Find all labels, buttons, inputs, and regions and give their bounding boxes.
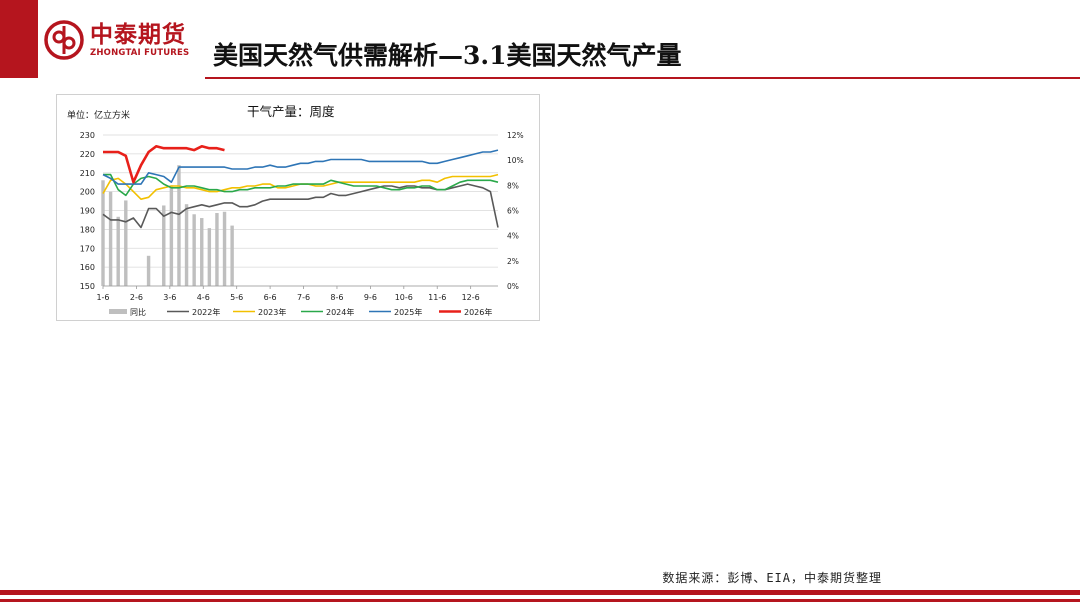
yoy-bar [116, 216, 120, 286]
y2-tick-label: 8% [507, 181, 519, 190]
y2-tick-label: 10% [507, 156, 524, 165]
legend-item: 2026年 [439, 307, 492, 317]
y-tick-label: 170 [80, 244, 95, 253]
yoy-bar [162, 205, 166, 286]
yoy-bar [200, 218, 204, 286]
legend-label: 同比 [130, 307, 146, 317]
yoy-bar [177, 165, 181, 286]
x-tick-label: 5-6 [230, 293, 243, 302]
series-line-2024年 [103, 173, 499, 197]
y-tick-label: 200 [80, 188, 95, 197]
yoy-bar [124, 200, 128, 286]
logo-emblem-icon [44, 20, 84, 60]
footer-rule-top [0, 590, 1080, 595]
series-line-2022年 [102, 183, 499, 229]
brand-side-bar [0, 0, 38, 78]
y2-tick-label: 4% [507, 232, 519, 241]
y2-tick-label: 6% [507, 207, 519, 216]
x-tick-label: 12-6 [462, 293, 480, 302]
legend-label: 2025年 [394, 307, 422, 317]
legend-item: 2025年 [369, 307, 422, 317]
y-tick-label: 180 [80, 225, 95, 234]
data-source-note: 数据来源：彭博、EIA，中泰期货整理 [662, 571, 882, 585]
y-tick-label: 230 [80, 131, 95, 140]
series-line-2026年 [103, 144, 225, 184]
page-title: 美国天然气供需解析—3.1美国天然气产量 [213, 41, 682, 70]
legend-swatch [109, 309, 127, 314]
y2-tick-label: 2% [507, 257, 519, 266]
y-tick-label: 210 [80, 169, 95, 178]
series-line-2023年 [102, 173, 499, 200]
legend-label: 2026年 [464, 307, 492, 317]
yoy-bar [101, 180, 105, 286]
x-tick-label: 2-6 [130, 293, 143, 302]
y2-tick-label: 12% [507, 131, 524, 140]
footer-rule-bottom [0, 599, 1080, 602]
y-tick-label: 190 [80, 207, 95, 216]
chart-axes: 150 160 170 180 190 200 210 220 230 0% 2% 4% 6% 8% 10%… [80, 131, 524, 302]
production-chart: 单位：亿立方米 干气产量：周度 150 160 170 180 190 200 210 220… [67, 104, 524, 317]
chart-unit-label: 单位：亿立方米 [67, 109, 130, 121]
x-tick-label: 10-6 [395, 293, 413, 302]
yoy-bar [169, 185, 174, 286]
x-tick-label: 9-6 [364, 293, 377, 302]
yoy-bar [207, 228, 212, 286]
x-tick-label: 1-6 [96, 293, 109, 302]
x-tick-label: 7-6 [297, 293, 310, 302]
x-tick-label: 3-6 [163, 293, 176, 302]
legend-label: 2024年 [326, 307, 354, 317]
yoy-bar [222, 211, 227, 286]
title-divider [205, 77, 1080, 79]
yoy-bars [101, 165, 234, 286]
y-tick-label: 150 [80, 282, 95, 291]
x-tick-label: 6-6 [264, 293, 277, 302]
series-lines [102, 144, 499, 229]
legend-item: 2024年 [301, 307, 354, 317]
legend-label: 2023年 [258, 307, 286, 317]
legend-item: 2022年 [167, 307, 220, 317]
yoy-bar [146, 255, 151, 286]
yoy-bar [230, 225, 234, 286]
y2-tick-label: 0% [507, 282, 519, 291]
company-logo: 中泰期货 ZHONGTAI FUTURES [44, 20, 189, 60]
company-name-cn: 中泰期货 [90, 21, 186, 48]
y-tick-label: 160 [80, 263, 95, 272]
legend-item: 同比 [109, 307, 146, 317]
company-name-en: ZHONGTAI FUTURES [90, 47, 190, 58]
series-line-2025年 [102, 149, 499, 185]
yoy-bar [215, 213, 219, 286]
yoy-bar [192, 214, 196, 286]
legend-item: 2023年 [233, 307, 286, 317]
chart-title: 干气产量：周度 [247, 104, 335, 119]
chart-panel: 单位：亿立方米 干气产量：周度 150 160 170 180 190 200 210 220… [56, 94, 540, 321]
x-tick-label: 4-6 [197, 293, 210, 302]
x-tick-label: 11-6 [428, 293, 446, 302]
x-tick-label: 8-6 [330, 293, 343, 302]
yoy-bar [184, 204, 189, 286]
chart-legend: 同比 2022年 2023年 2024年 2025年 2026年 [109, 307, 492, 317]
y-tick-label: 220 [80, 150, 95, 159]
legend-label: 2022年 [192, 307, 220, 317]
yoy-bar [108, 191, 113, 286]
